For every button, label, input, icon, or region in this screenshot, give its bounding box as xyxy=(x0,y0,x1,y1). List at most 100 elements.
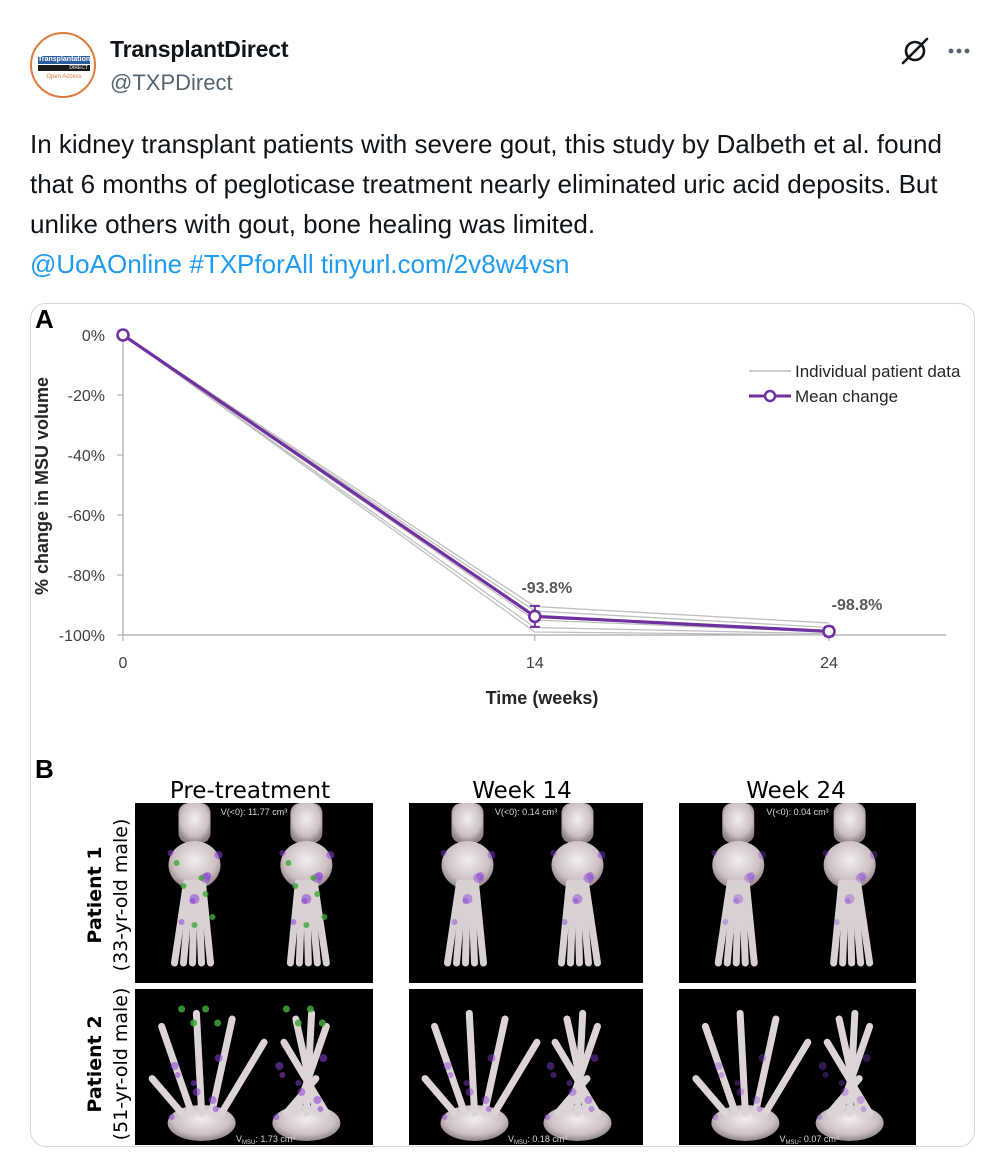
green-deposit xyxy=(282,1005,290,1013)
ankle-bone xyxy=(823,841,876,889)
toe-bone xyxy=(566,879,577,967)
grok-icon[interactable] xyxy=(900,36,930,66)
green-deposit xyxy=(318,1019,326,1027)
display-name[interactable]: TransplantDirect xyxy=(110,36,289,62)
msu-deposit xyxy=(290,919,297,925)
row-patient-2: Patient 2 xyxy=(84,1015,106,1112)
legend-individual-label: Individual patient data xyxy=(795,362,961,381)
mean-change-line xyxy=(122,333,830,633)
msu-deposit xyxy=(733,894,744,904)
toe-bone xyxy=(573,879,583,967)
msu-deposit xyxy=(462,894,473,904)
figure: A 0% -20% -40% -60% -80% -100% 0 14 24 -93.8% -9… xyxy=(32,304,961,1146)
finger-bone xyxy=(431,1022,469,1117)
msu-deposit xyxy=(447,1072,454,1078)
msu-deposit xyxy=(214,1054,223,1062)
msu-deposit xyxy=(844,894,855,904)
ct-background xyxy=(135,803,373,983)
msu-deposit xyxy=(833,919,840,925)
green-deposit xyxy=(209,914,216,920)
green-deposit xyxy=(310,875,317,881)
toe-bone xyxy=(850,879,865,967)
ct-scan-image: V(<0): 0.04 cm³ xyxy=(679,803,916,983)
green-deposit xyxy=(321,914,328,920)
msu-deposit xyxy=(844,898,851,904)
green-deposit xyxy=(285,860,292,866)
avatar-logo-open-access: Open Access xyxy=(46,74,82,80)
msu-deposit xyxy=(718,1072,725,1078)
toe-bone xyxy=(444,879,463,967)
finger-bone xyxy=(551,1038,601,1117)
avatar[interactable]: Transplantation DIRECT Open Access xyxy=(30,32,96,98)
toe-bone xyxy=(732,879,742,967)
ct-background xyxy=(409,803,643,983)
msu-deposit xyxy=(326,851,335,859)
mean-point xyxy=(528,609,542,624)
msu-deposit xyxy=(301,898,308,904)
msu-deposit xyxy=(275,1062,284,1070)
finger-bone xyxy=(481,1015,509,1117)
row-patient-2-age: (51-yr-old male) xyxy=(110,988,132,1141)
msu-deposit xyxy=(816,1114,823,1120)
volume-label: VMSU: 0.18 cm³ xyxy=(508,1134,567,1146)
mention-link[interactable]: @UoAOnline xyxy=(30,249,183,279)
msu-deposit xyxy=(544,1114,551,1120)
tweet-media-image[interactable]: A 0% -20% -40% -60% -80% -100% 0 14 24 -93.8% -9… xyxy=(30,303,975,1147)
mean-point xyxy=(116,328,130,342)
msu-deposit xyxy=(733,898,740,904)
msu-deposit xyxy=(178,919,185,925)
green-deposit xyxy=(191,922,198,928)
msu-deposit xyxy=(752,1096,761,1104)
data-label: -93.8% xyxy=(521,580,572,597)
msu-deposit xyxy=(758,1054,767,1062)
msu-deposit xyxy=(869,851,878,859)
msu-deposit xyxy=(597,851,606,859)
toe-bone xyxy=(854,879,874,967)
msu-deposit xyxy=(860,1106,867,1112)
user-handle[interactable]: @TXPDirect xyxy=(110,70,233,95)
msu-deposit xyxy=(566,1080,573,1086)
msu-deposit xyxy=(722,919,729,925)
msu-deposit xyxy=(279,1072,286,1078)
hashtag-link[interactable]: #TXPforAll xyxy=(189,249,314,279)
msu-deposit xyxy=(481,1096,490,1104)
green-deposit xyxy=(314,891,321,897)
row-label-patient-1: Patient 1 (33-yr-old male) xyxy=(84,819,132,972)
finger-bone xyxy=(218,1038,268,1117)
individual-patient-line xyxy=(122,334,830,633)
more-icon[interactable] xyxy=(944,36,974,66)
toe-bone xyxy=(453,879,467,967)
msu-deposit xyxy=(208,1096,217,1104)
y-axis-label: % change in MSU volume xyxy=(32,377,52,595)
msu-deposit xyxy=(170,1062,179,1070)
row-patient-1-age: (33-yr-old male) xyxy=(110,819,132,972)
toe-bone xyxy=(581,879,601,967)
toe-bone xyxy=(830,879,846,967)
toe-bone xyxy=(472,879,487,967)
x-axis-label: Time (weeks) xyxy=(486,688,599,708)
legend-mean-marker xyxy=(763,389,777,403)
green-deposit xyxy=(180,883,187,889)
toe-bone xyxy=(577,879,592,967)
green-deposit xyxy=(198,875,205,881)
msu-deposit xyxy=(465,1088,474,1096)
ankle-bone xyxy=(712,841,765,889)
msu-deposit xyxy=(273,1114,280,1120)
msu-deposit xyxy=(583,873,594,883)
ankle-bone xyxy=(551,841,604,889)
msu-deposit xyxy=(586,872,595,880)
ct-scan-image: VMSU: 0.07 cm³ xyxy=(679,989,916,1146)
green-deposit xyxy=(202,891,209,897)
url-link[interactable]: tinyurl.com/2v8w4vsn xyxy=(320,249,570,279)
msu-deposit xyxy=(714,1062,723,1070)
toe-bone xyxy=(195,879,205,967)
msu-deposit xyxy=(190,1080,197,1086)
msu-deposit xyxy=(734,1080,741,1086)
volume-label: V(<0): 11.77 cm³ xyxy=(221,807,288,817)
column-week-14: Week 14 xyxy=(472,778,572,804)
toe-bone xyxy=(839,879,850,967)
msu-deposit xyxy=(712,1114,719,1120)
msu-deposit xyxy=(319,1054,328,1062)
msu-deposit xyxy=(550,1072,557,1078)
individual-patient-line xyxy=(122,334,830,636)
